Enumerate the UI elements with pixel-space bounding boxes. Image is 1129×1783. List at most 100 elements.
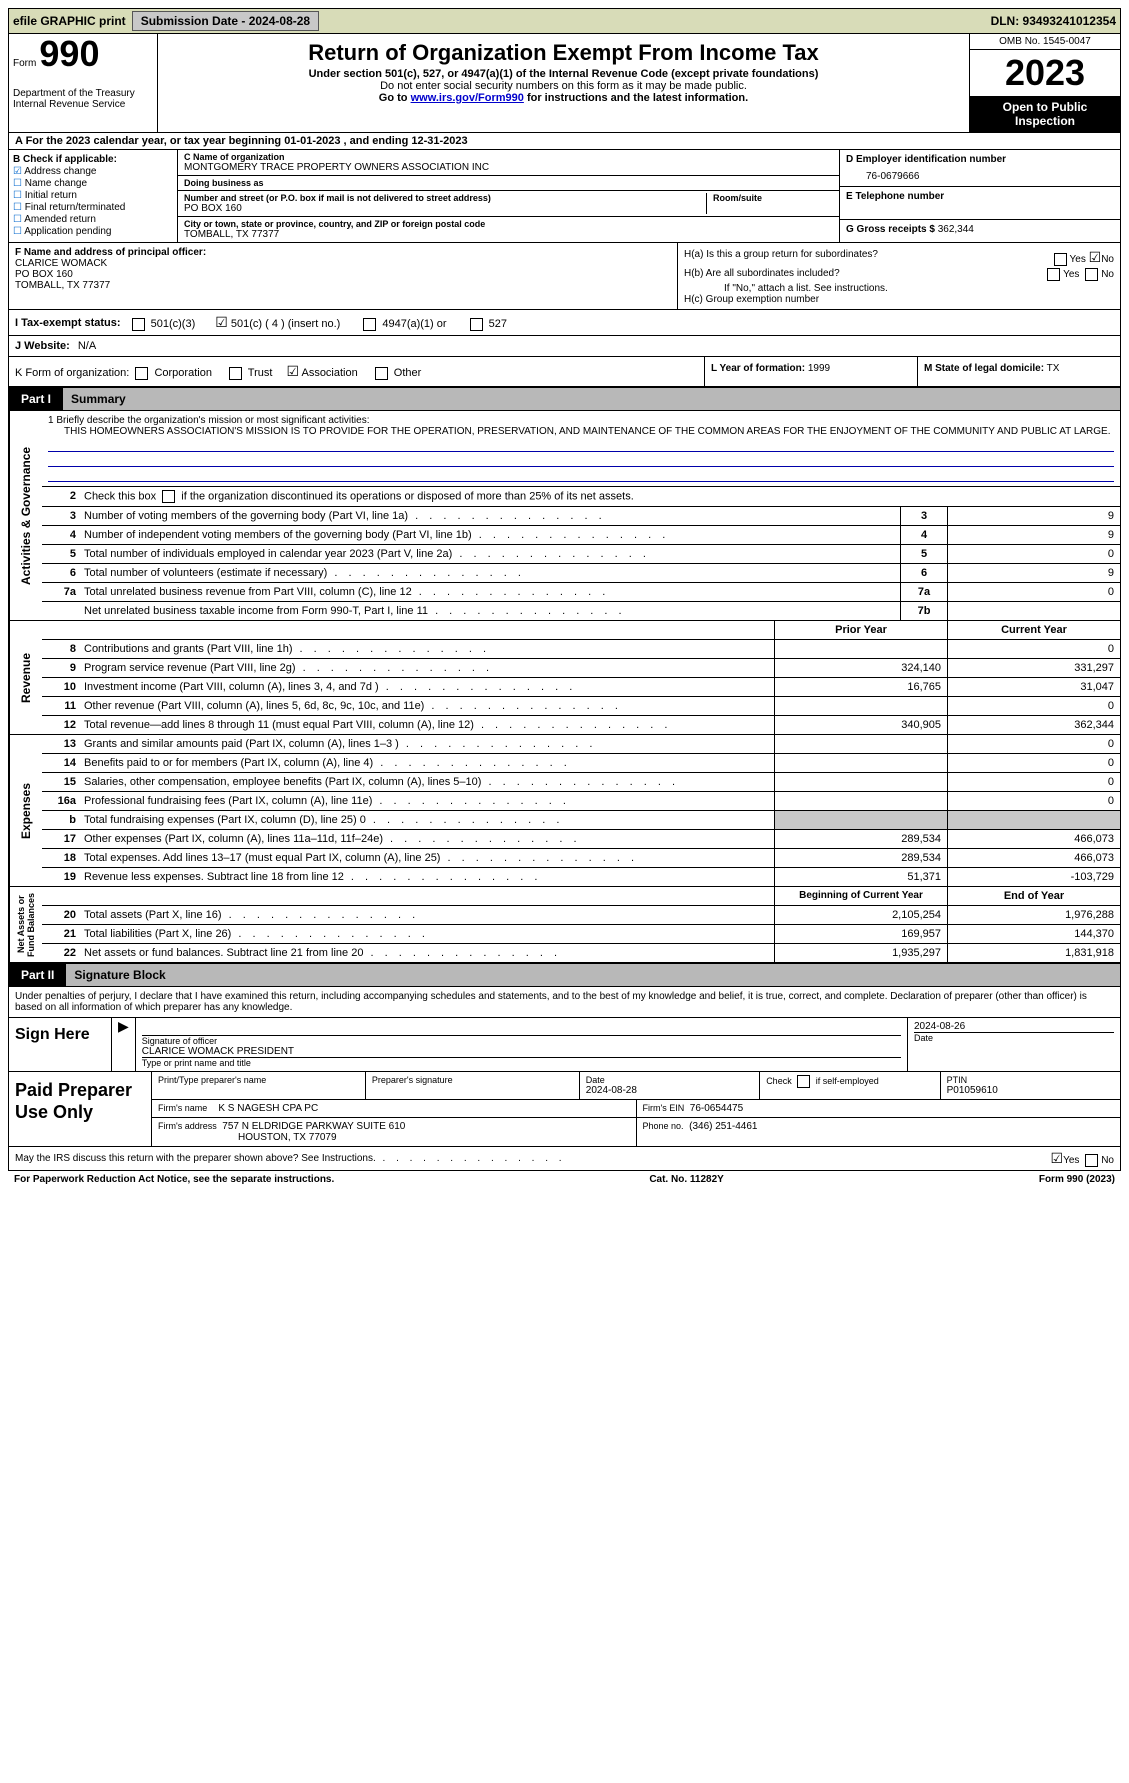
form-footer: Form 990 (2023) <box>1039 1174 1115 1185</box>
hb-label: H(b) Are all subordinates included? <box>684 268 840 281</box>
firm-name-label: Firm's name <box>158 1103 207 1113</box>
box-b-item[interactable]: ☑ Address change <box>13 166 173 177</box>
box-b: B Check if applicable: ☑ Address change☐… <box>9 150 178 242</box>
box-b-item[interactable]: ☐ Name change <box>13 178 173 189</box>
ha-label: H(a) Is this a group return for subordin… <box>684 249 878 266</box>
summary-row: 18 Total expenses. Add lines 13–17 (must… <box>42 849 1120 868</box>
firm-addr-label: Firm's address <box>158 1121 217 1131</box>
efile-label: efile GRAPHIC print <box>13 14 126 28</box>
officer-printed: CLARICE WOMACK PRESIDENT <box>142 1046 901 1057</box>
tax-status-option[interactable]: 4947(a)(1) or <box>360 318 446 330</box>
officer-addr2: TOMBALL, TX 77377 <box>15 280 671 291</box>
ein-label: D Employer identification number <box>846 154 1114 165</box>
phone-label: E Telephone number <box>846 191 1114 202</box>
box-b-title: B Check if applicable: <box>13 154 173 165</box>
officer-label: F Name and address of principal officer: <box>15 247 671 258</box>
officer-addr1: PO BOX 160 <box>15 269 671 280</box>
subtitle-1: Under section 501(c), 527, or 4947(a)(1)… <box>164 68 963 80</box>
row-i: I Tax-exempt status: 501(c)(3)☑ 501(c) (… <box>8 310 1121 336</box>
net-header-row: Beginning of Current Year End of Year <box>42 887 1120 906</box>
l-label: L Year of formation: <box>711 363 805 374</box>
line-2-checkbox[interactable] <box>162 490 175 503</box>
firm-ein-label: Firm's EIN <box>643 1103 685 1113</box>
box-f: F Name and address of principal officer:… <box>9 243 678 309</box>
omb-number: OMB No. 1545-0047 <box>970 34 1120 50</box>
hb-no-checkbox[interactable] <box>1085 268 1098 281</box>
summary-row: 19 Revenue less expenses. Subtract line … <box>42 868 1120 886</box>
org-form-option[interactable]: Other <box>372 367 422 379</box>
tax-status-option[interactable]: ☑ 501(c) ( 4 ) (insert no.) <box>215 318 340 330</box>
section-fh: F Name and address of principal officer:… <box>8 243 1121 310</box>
part-1-header: Part I Summary <box>8 387 1121 411</box>
summary-row: 22 Net assets or fund balances. Subtract… <box>42 944 1120 962</box>
summary-row: 20 Total assets (Part X, line 16) 2,105,… <box>42 906 1120 925</box>
row-j: J Website: N/A <box>8 336 1121 357</box>
arrow-icon: ▶ <box>112 1018 136 1071</box>
tax-status-option[interactable]: 527 <box>467 318 507 330</box>
prior-year-header: Prior Year <box>774 621 947 639</box>
mission-label: 1 Briefly describe the organization's mi… <box>48 415 1114 426</box>
summary-row: 12 Total revenue—add lines 8 through 11 … <box>42 716 1120 734</box>
discuss-yes-checked-icon: ☑ <box>1051 1150 1064 1166</box>
hb-yes-checkbox[interactable] <box>1047 268 1060 281</box>
revenue-section: Revenue Prior Year Current Year 8 Contri… <box>8 621 1121 735</box>
summary-row: 13 Grants and similar amounts paid (Part… <box>42 735 1120 754</box>
prep-name-label: Print/Type preparer's name <box>158 1075 359 1085</box>
line-2: Check this box if the organization disco… <box>80 487 1120 506</box>
box-b-item[interactable]: ☐ Initial return <box>13 190 173 201</box>
page-footer: For Paperwork Reduction Act Notice, see … <box>8 1171 1121 1188</box>
submission-date-button[interactable]: Submission Date - 2024-08-28 <box>132 11 319 31</box>
addr-label: Number and street (or P.O. box if mail i… <box>184 193 706 203</box>
org-form-option[interactable]: Trust <box>226 367 273 379</box>
vert-governance: Activities & Governance <box>9 411 42 620</box>
box-b-item[interactable]: ☐ Application pending <box>13 226 173 237</box>
vert-net-assets: Net Assets or Fund Balances <box>9 887 42 962</box>
summary-row: 8 Contributions and grants (Part VIII, l… <box>42 640 1120 659</box>
ptin-label: PTIN <box>947 1075 1114 1085</box>
summary-row: 3 Number of voting members of the govern… <box>42 507 1120 526</box>
box-b-item[interactable]: ☐ Final return/terminated <box>13 202 173 213</box>
addr-value: PO BOX 160 <box>184 203 706 214</box>
org-form-option[interactable]: ☑ Association <box>286 367 357 379</box>
firm-addr1: 757 N ELDRIDGE PARKWAY SUITE 610 <box>222 1121 405 1132</box>
header-right: OMB No. 1545-0047 2023 Open to Public In… <box>970 34 1120 132</box>
part-2-title: Signature Block <box>66 964 1120 986</box>
hb-note: If "No," attach a list. See instructions… <box>684 283 1114 294</box>
ptin-value: P01059610 <box>947 1085 1114 1096</box>
self-employed-checkbox[interactable] <box>797 1075 810 1088</box>
irs-link[interactable]: www.irs.gov/Form990 <box>411 92 524 104</box>
sign-here-block: Sign Here ▶ Signature of officer CLARICE… <box>8 1018 1121 1072</box>
box-de: D Employer identification number 76-0679… <box>839 150 1120 242</box>
mission-box: 1 Briefly describe the organization's mi… <box>42 411 1120 487</box>
ha-yes-checkbox[interactable] <box>1054 253 1067 266</box>
firm-name-value: K S NAGESH CPA PC <box>218 1103 318 1114</box>
ein-value: 76-0679666 <box>846 171 1114 182</box>
prep-date-label: Date <box>586 1075 753 1085</box>
discuss-no-checkbox[interactable] <box>1085 1154 1098 1167</box>
row-klm: K Form of organization: Corporation Trus… <box>8 357 1121 387</box>
gross-receipts-label: G Gross receipts $ <box>846 224 935 235</box>
summary-row: 11 Other revenue (Part VIII, column (A),… <box>42 697 1120 716</box>
j-value: N/A <box>78 340 96 352</box>
box-b-item[interactable]: ☐ Amended return <box>13 214 173 225</box>
part-1-label: Part I <box>9 388 63 410</box>
paid-preparer-label: Paid Preparer Use Only <box>9 1072 152 1146</box>
part-2-label: Part II <box>9 964 66 986</box>
sig-officer-label: Signature of officer <box>142 1036 901 1046</box>
form-header: Form 990 Department of the Treasury Inte… <box>8 34 1121 133</box>
header-left: Form 990 Department of the Treasury Inte… <box>9 34 158 132</box>
end-year-header: End of Year <box>947 887 1120 905</box>
perjury-text: Under penalties of perjury, I declare th… <box>8 987 1121 1018</box>
open-to-public: Open to Public Inspection <box>970 96 1120 132</box>
prep-sig-label: Preparer's signature <box>372 1075 573 1085</box>
cat-no: Cat. No. 11282Y <box>649 1174 723 1185</box>
summary-row: b Total fundraising expenses (Part IX, c… <box>42 811 1120 830</box>
summary-row: 21 Total liabilities (Part X, line 26) 1… <box>42 925 1120 944</box>
m-label: M State of legal domicile: <box>924 363 1044 374</box>
org-form-option[interactable]: Corporation <box>132 367 212 379</box>
part-2-header: Part II Signature Block <box>8 963 1121 987</box>
tax-status-option[interactable]: 501(c)(3) <box>129 318 196 330</box>
firm-ein-value: 76-0654475 <box>690 1103 743 1114</box>
summary-row: Net unrelated business taxable income fr… <box>42 602 1120 620</box>
title-label: Type or print name and title <box>142 1057 901 1068</box>
